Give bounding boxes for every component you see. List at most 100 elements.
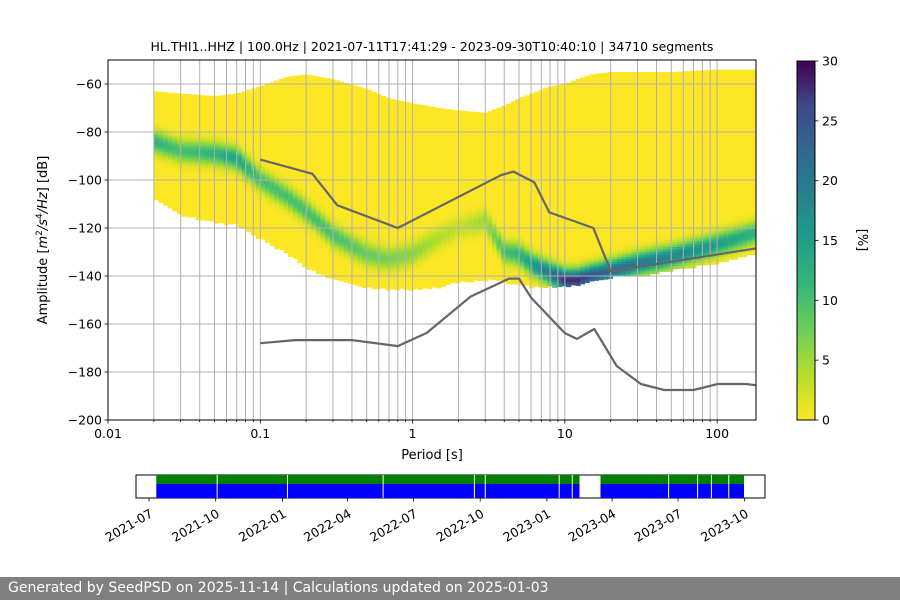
heatmap-cell (353, 140, 359, 144)
heatmap-cell (241, 223, 248, 227)
heatmap-column (260, 85, 266, 240)
heatmap-cell (320, 111, 326, 114)
heatmap-cell (288, 83, 294, 87)
heatmap-cell (288, 148, 294, 152)
heatmap-cell (246, 106, 252, 110)
heatmap-cell (278, 194, 285, 198)
heatmap-cell (232, 204, 238, 208)
heatmap-cell (200, 123, 206, 127)
heatmap-cell (390, 286, 396, 290)
heatmap-cell (431, 229, 437, 233)
heatmap-cell (427, 115, 433, 119)
heatmap-cell (413, 257, 419, 261)
heatmap-cell (371, 137, 377, 141)
heatmap-cell (353, 159, 359, 163)
heatmap-cell (292, 162, 299, 166)
heatmap-cell (241, 134, 248, 138)
heatmap-cell (445, 166, 451, 170)
heatmap-cell (200, 128, 206, 132)
heatmap-cell (431, 277, 437, 281)
heatmap-cell (246, 140, 252, 144)
heatmap-cell (311, 205, 317, 209)
heatmap-cell (315, 256, 322, 260)
heatmap-cell (209, 146, 215, 150)
heatmap-cell (353, 133, 359, 137)
heatmap-cell (371, 240, 377, 244)
heatmap-cell (204, 217, 211, 221)
heatmap-cell (241, 136, 248, 140)
heatmap-cell (454, 127, 461, 131)
heatmap-cell (209, 98, 215, 102)
heatmap-cell (214, 150, 220, 154)
heatmap-cell (380, 247, 387, 251)
heatmap-cell (200, 114, 206, 118)
heatmap-cell (422, 198, 428, 202)
heatmap-cell (167, 143, 173, 147)
heatmap-cell (441, 166, 447, 170)
heatmap-cell (181, 204, 187, 208)
heatmap-cell (450, 220, 456, 224)
heatmap-cell (353, 188, 359, 192)
heatmap-cell (297, 96, 303, 100)
heatmap-cell (195, 128, 201, 132)
heatmap-cell (181, 127, 187, 131)
heatmap-cell (320, 171, 326, 174)
heatmap-cell (357, 106, 363, 110)
heatmap-cell (348, 242, 354, 246)
heatmap-cell (353, 231, 359, 235)
heatmap-cell (315, 215, 322, 219)
heatmap-cell (283, 127, 289, 131)
heatmap-cell (413, 137, 419, 141)
heatmap-cell (218, 179, 224, 183)
heatmap-cell (315, 172, 322, 176)
heatmap-cell (315, 105, 322, 109)
heatmap-cell (278, 83, 285, 87)
heatmap-cell (214, 218, 220, 222)
heatmap-cell (163, 169, 169, 173)
heatmap-cell (320, 125, 326, 129)
heatmap-cell (385, 249, 391, 253)
heatmap-cell (408, 237, 414, 241)
heatmap-cell (214, 203, 220, 207)
heatmap-cell (311, 99, 317, 103)
heatmap-cell (371, 108, 377, 112)
heatmap-cell (311, 246, 317, 250)
heatmap-cell (167, 95, 173, 99)
heatmap-cell (348, 149, 354, 153)
heatmap-cell (417, 217, 424, 221)
heatmap-cell (255, 144, 261, 148)
heatmap-cell (204, 177, 211, 181)
heatmap-cell (153, 113, 160, 117)
heatmap-cell (320, 238, 326, 242)
heatmap-cell (306, 182, 312, 186)
heatmap-cell (200, 164, 206, 168)
heatmap-cell (241, 172, 248, 176)
heatmap-cell (445, 281, 451, 285)
heatmap-cell (357, 89, 363, 93)
heatmap-cell (417, 282, 424, 286)
heatmap-cell (399, 278, 405, 282)
heatmap-cell (385, 162, 391, 166)
heatmap-cell (181, 173, 187, 177)
heatmap-cell (232, 201, 238, 205)
heatmap-cell (380, 213, 387, 217)
heatmap-cell (408, 143, 414, 147)
heatmap-cell (408, 194, 414, 198)
heatmap-cell (371, 94, 377, 98)
heatmap-cell (413, 134, 419, 138)
heatmap-cell (288, 117, 294, 121)
heatmap-cell (334, 137, 340, 141)
heatmap-cell (353, 181, 359, 185)
heatmap-cell (232, 112, 238, 116)
heatmap-cell (427, 173, 433, 177)
heatmap-cell (278, 206, 285, 210)
heatmap-cell (167, 167, 173, 171)
heatmap-cell (408, 206, 414, 210)
heatmap-cell (362, 241, 368, 245)
heatmap-cell (283, 108, 289, 112)
heatmap-cell (357, 120, 363, 124)
heatmap-cell (190, 147, 197, 151)
heatmap-cell (362, 198, 368, 202)
heatmap-cell (385, 280, 391, 284)
heatmap-cell (422, 122, 428, 126)
